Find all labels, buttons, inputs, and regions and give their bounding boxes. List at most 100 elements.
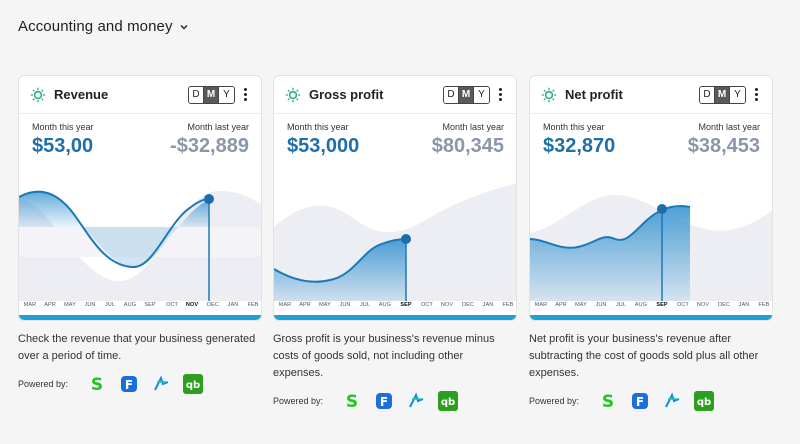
month-label: SEP [144, 302, 156, 308]
values-row: Month this year $53,00 Month last year -… [19, 114, 261, 158]
metric-sun-icon [541, 87, 557, 102]
current-label: Month this year [543, 122, 605, 132]
freshbooks-logo-icon[interactable]: F [629, 390, 651, 412]
month-label: APR [299, 302, 311, 308]
card-description: Gross profit is your business's revenue … [273, 333, 495, 379]
revenue-chart[interactable] [19, 181, 262, 301]
gross-profit-chart[interactable] [274, 181, 517, 301]
current-label: Month this year [287, 122, 349, 132]
month-label: JAN [227, 302, 239, 308]
card-title: Net profit [565, 87, 623, 102]
powered-by-row: Powered by: S F qb [273, 390, 517, 412]
svg-text:F: F [125, 378, 133, 392]
powered-by-label: Powered by: [529, 396, 580, 406]
previous-label: Month last year [698, 122, 760, 132]
svg-text:S: S [91, 375, 103, 393]
revenue-area-above [19, 191, 83, 227]
more-options-icon[interactable] [750, 86, 762, 104]
sage-logo-icon[interactable]: S [341, 390, 363, 412]
range-year-button[interactable]: Y [474, 86, 489, 103]
previous-value: -$32,889 [170, 135, 249, 157]
month-label: MAY [64, 302, 76, 308]
section-header[interactable]: Accounting and money [18, 18, 189, 35]
metric-card: Gross profit D M Y Month this year $53,0… [273, 75, 517, 321]
month-label: AUG [123, 302, 137, 308]
more-options-icon[interactable] [239, 86, 251, 104]
month-label: APR [44, 302, 56, 308]
month-label: OCT [677, 302, 689, 308]
card-accent-bar [19, 315, 261, 320]
card-title: Revenue [54, 87, 109, 102]
range-day-button[interactable]: D [189, 86, 204, 103]
range-toggle: D M Y [443, 85, 490, 104]
gross-profit-line [274, 238, 407, 283]
range-month-button[interactable]: M [715, 86, 730, 103]
quickbooks-logo-icon[interactable]: qb [182, 373, 204, 395]
metric-sun-icon [30, 87, 46, 102]
month-label: FEB [247, 302, 259, 308]
gross-profit-area [274, 239, 406, 301]
svg-text:qb: qb [697, 397, 711, 408]
previous-label: Month last year [187, 122, 249, 132]
month-label: MAR [534, 302, 548, 308]
revenue-line [19, 190, 210, 269]
more-options-icon[interactable] [494, 86, 506, 104]
svg-text:F: F [636, 395, 644, 409]
month-label: OCT [421, 302, 433, 308]
month-label: MAY [319, 302, 331, 308]
section-title: Accounting and money [18, 18, 173, 35]
range-year-button[interactable]: Y [219, 86, 234, 103]
month-label-selected: SEP [656, 302, 668, 308]
month-label: NOV [696, 302, 710, 308]
quickbooks-logo-icon[interactable]: qb [693, 390, 715, 412]
svg-text:S: S [602, 392, 614, 410]
month-label: FEB [502, 302, 514, 308]
month-label: JUN [84, 302, 96, 308]
selected-point [657, 204, 667, 214]
month-axis: MAR APR MAY JUN JUL AUG SEP OCT NOV DEC … [274, 302, 516, 312]
powered-by-row: Powered by: S F qb [529, 390, 773, 412]
xero-logo-icon[interactable] [150, 373, 172, 395]
powered-by-label: Powered by: [273, 396, 324, 406]
current-value: $32,870 [543, 135, 616, 157]
range-year-button[interactable]: Y [730, 86, 745, 103]
month-label: MAY [575, 302, 587, 308]
current-value: $53,00 [32, 135, 94, 157]
month-label: DEC [462, 302, 474, 308]
card-title: Gross profit [309, 87, 384, 102]
month-label: JUL [359, 302, 371, 308]
net-profit-chart[interactable] [530, 181, 773, 301]
range-month-button[interactable]: M [459, 86, 474, 103]
sage-logo-icon[interactable]: S [86, 373, 108, 395]
month-label-selected: NOV [185, 302, 199, 308]
powered-by-row: Powered by: S F qb [18, 373, 262, 395]
freshbooks-logo-icon[interactable]: F [373, 390, 395, 412]
svg-text:F: F [380, 395, 388, 409]
revenue-area-above-2 [179, 199, 209, 227]
month-axis: MAR APR MAY JUN JUL AUG SEP OCT NOV DEC … [530, 302, 772, 312]
month-label: JAN [482, 302, 494, 308]
sage-logo-icon[interactable]: S [597, 390, 619, 412]
card-accent-bar [530, 315, 772, 320]
xero-logo-icon[interactable] [405, 390, 427, 412]
card-accent-bar [274, 315, 516, 320]
net-profit-column: Net profit D M Y Month this year $32,870… [529, 75, 773, 412]
range-day-button[interactable]: D [700, 86, 715, 103]
card-description: Check the revenue that your business gen… [18, 333, 256, 362]
freshbooks-logo-icon[interactable]: F [118, 373, 140, 395]
month-label: OCT [166, 302, 178, 308]
month-label: FEB [758, 302, 770, 308]
card-header: Revenue D M Y [19, 76, 261, 114]
card-description: Net profit is your business's revenue af… [529, 333, 759, 379]
range-month-button[interactable]: M [204, 86, 219, 103]
card-header: Net profit D M Y [530, 76, 772, 114]
range-day-button[interactable]: D [444, 86, 459, 103]
month-label: AUG [378, 302, 392, 308]
current-label: Month this year [32, 122, 94, 132]
xero-logo-icon[interactable] [661, 390, 683, 412]
quickbooks-logo-icon[interactable]: qb [437, 390, 459, 412]
month-label-selected: SEP [400, 302, 412, 308]
month-label: NOV [440, 302, 454, 308]
net-profit-area [530, 206, 690, 301]
month-label: JAN [738, 302, 750, 308]
